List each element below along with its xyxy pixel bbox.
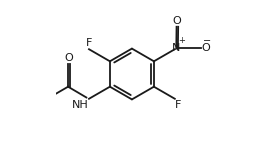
Text: F: F	[86, 38, 92, 49]
Text: O: O	[201, 44, 210, 53]
Text: O: O	[173, 16, 182, 26]
Text: −: −	[203, 36, 211, 46]
Text: +: +	[178, 36, 185, 45]
Text: N: N	[172, 44, 180, 53]
Text: F: F	[175, 99, 181, 110]
Text: O: O	[64, 53, 73, 63]
Text: NH: NH	[71, 99, 88, 110]
